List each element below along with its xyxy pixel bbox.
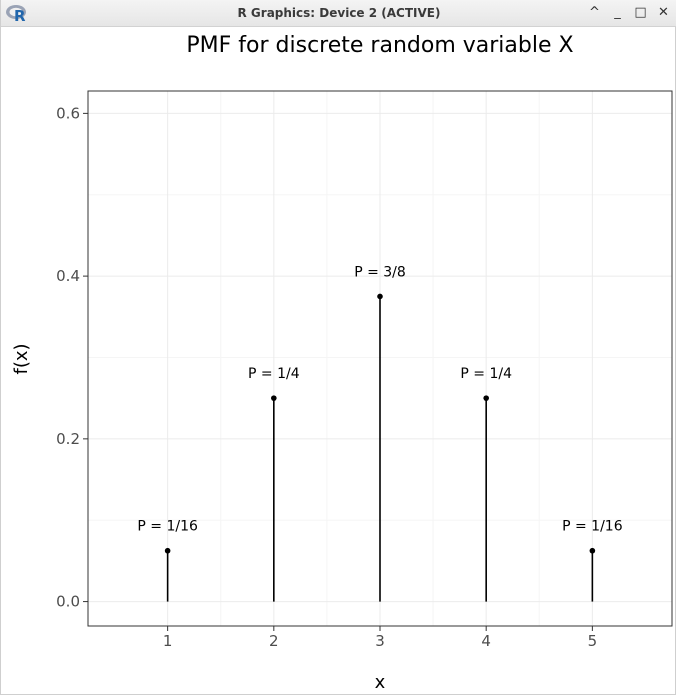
pmf-chart: PMF for discrete random variable X P = 1… xyxy=(11,33,673,693)
probability-label: P = 1/16 xyxy=(562,519,623,535)
axis-ticks: 1 2 3 4 5 0.0 0.2 0.4 0.6 xyxy=(56,104,597,650)
maximize-button[interactable]: □ xyxy=(634,5,647,20)
window-title: R Graphics: Device 2 (ACTIVE) xyxy=(237,6,441,20)
chart-marks: P = 1/16 P = 1/4 P = 3/8 P = 1/4 P = 1/16 xyxy=(137,264,623,602)
probability-label: P = 1/16 xyxy=(137,519,198,535)
y-tick-label: 0.4 xyxy=(56,267,80,285)
x-tick-label: 2 xyxy=(269,632,279,650)
probability-label: P = 1/4 xyxy=(460,366,512,382)
y-axis-label: f(x) xyxy=(11,343,32,374)
pmf-point xyxy=(377,293,383,300)
chart-title: PMF for discrete random variable X xyxy=(186,33,573,58)
close-button[interactable]: ✕ xyxy=(658,5,669,20)
pmf-point xyxy=(589,547,596,554)
x-tick-label: 5 xyxy=(588,632,598,650)
y-tick-label: 0.0 xyxy=(56,593,80,611)
x-tick-label: 3 xyxy=(375,632,385,650)
pmf-point xyxy=(271,395,277,401)
collapse-button[interactable]: ^ xyxy=(589,5,600,20)
y-tick-label: 0.2 xyxy=(56,430,80,448)
x-axis-label: x xyxy=(375,672,386,693)
plot-area: PMF for discrete random variable X P = 1… xyxy=(1,27,676,695)
x-tick-label: 1 xyxy=(163,632,173,650)
window-controls: ^ _ □ ✕ xyxy=(583,4,675,22)
r-logo-icon: R xyxy=(6,5,26,23)
pmf-point xyxy=(164,547,171,554)
x-tick-label: 4 xyxy=(481,632,491,650)
y-tick-label: 0.6 xyxy=(56,104,80,122)
r-logo-letter: R xyxy=(14,7,26,23)
pmf-point xyxy=(483,395,489,401)
probability-label: P = 1/4 xyxy=(248,366,300,382)
probability-label: P = 3/8 xyxy=(354,264,406,280)
minimize-button[interactable]: _ xyxy=(614,5,621,20)
title-bar[interactable]: R R Graphics: Device 2 (ACTIVE) ^ _ □ ✕ xyxy=(1,0,676,27)
